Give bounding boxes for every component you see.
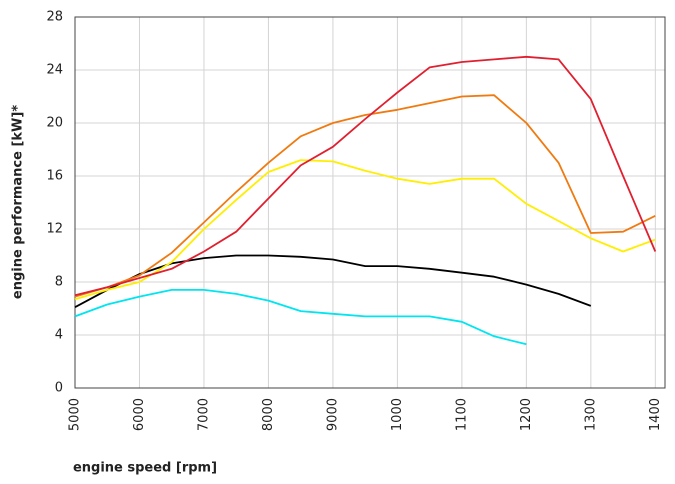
series-line [74,159,656,301]
series-line [74,94,656,298]
y-tick-label: 16 [46,169,63,184]
y-tick-label: 24 [46,63,63,78]
x-tick-label: 6000 [132,398,147,431]
x-tick-label: 1200 [519,398,534,431]
x-tick-label: 7000 [196,398,211,431]
y-tick-label: 8 [55,275,63,290]
series-line [74,55,657,297]
y-tick-label: 12 [46,222,63,237]
y-axis-title: engine performance [kW]* [11,105,26,299]
plot-frame [74,16,666,389]
x-tick-label: 9000 [325,398,340,431]
x-tick-label: 8000 [261,398,276,431]
x-axis-title: engine speed [rpm] [73,461,217,476]
x-tick-label: 1100 [454,398,469,431]
y-tick-label: 20 [46,116,63,131]
x-tick-label: 1300 [583,398,598,431]
y-tick-label: 4 [55,328,63,343]
x-tick-label: 5000 [68,398,83,431]
y-tick-label: 0 [55,381,63,396]
series-line [74,254,592,308]
x-tick-label: 1400 [648,398,663,431]
y-tick-label: 28 [46,10,63,25]
series-line [74,289,527,346]
x-tick-label: 1000 [390,398,405,431]
